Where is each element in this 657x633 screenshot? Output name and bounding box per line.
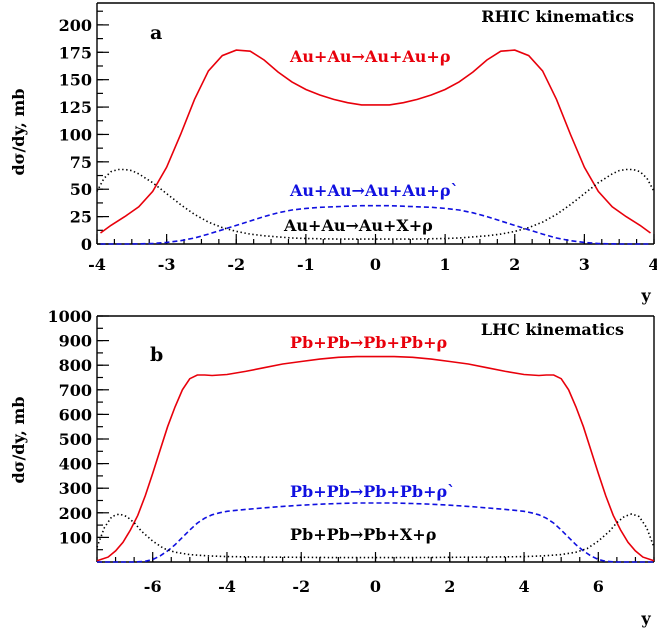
- panel-b-ticks: -6 -4 -2 0 2 4 6 100 200 300 400 500 600 700 800 900 100…: [47, 307, 655, 596]
- x-tick-label: 4: [648, 255, 657, 274]
- panel-b-kinematics-label: LHC kinematics: [481, 320, 624, 339]
- panel-a-x-axis-title: y: [640, 286, 651, 305]
- panel-a-series: [96, 49, 655, 245]
- x-tick-label: 3: [579, 255, 590, 274]
- series-line-a-1: [100, 204, 651, 245]
- y-tick-label: 25: [70, 208, 92, 227]
- panel-b-y-axis-title: dσ/dy, mb: [9, 396, 28, 483]
- panel-b-lhc: -6 -4 -2 0 2 4 6 100 200 300 400 500 600 700 800 900 100…: [9, 307, 655, 628]
- series-line-b-0: [96, 355, 655, 562]
- x-tick-label: -4: [218, 577, 236, 596]
- x-tick-label: 1: [440, 255, 451, 274]
- y-tick-label: 600: [59, 405, 92, 424]
- series-line-a-0: [100, 49, 651, 234]
- y-tick-label: 0: [81, 235, 92, 254]
- x-tick-label: -2: [292, 577, 310, 596]
- y-tick-label: 400: [59, 455, 92, 474]
- y-tick-label: 200: [59, 16, 92, 35]
- y-tick-label: 500: [59, 430, 92, 449]
- panel-a-ticks: -4 -3 -2 -1 0 1 2 3 4 0 25 50 75 100 125 150 175 200: [59, 10, 657, 274]
- panel-b-label-excited: Pb+Pb→Pb+Pb+ρ`: [290, 482, 455, 501]
- series-line-b-1: [97, 502, 654, 563]
- panel-a-y-axis-title: dσ/dy, mb: [9, 88, 28, 175]
- y-tick-label: 300: [59, 479, 92, 498]
- panel-a-letter: a: [150, 22, 162, 44]
- panel-a-label-coherent: Au+Au→Au+Au+ρ: [289, 47, 450, 66]
- x-tick-label: 0: [370, 255, 381, 274]
- x-tick-label: 6: [593, 577, 604, 596]
- y-tick-label: 800: [59, 356, 92, 375]
- y-tick-label: 1000: [47, 307, 92, 326]
- x-tick-label: -3: [158, 255, 176, 274]
- x-tick-label: 2: [444, 577, 455, 596]
- panel-a-kinematics-label: RHIC kinematics: [481, 7, 634, 26]
- panel-b-series: [96, 355, 655, 563]
- panel-b-label-incoherent: Pb+Pb→Pb+X+ρ: [290, 525, 436, 544]
- panel-a-rhic: -4 -3 -2 -1 0 1 2 3 4 0 25 50 75 100 125 150 175 200 dσ/d…: [9, 2, 657, 305]
- y-tick-label: 150: [59, 71, 92, 90]
- y-tick-label: 200: [59, 504, 92, 523]
- x-tick-label: 2: [509, 255, 520, 274]
- panel-b-x-axis-title: y: [640, 609, 651, 628]
- panel-a-label-incoherent: Au+Au→Au+X+ρ: [283, 216, 433, 235]
- y-tick-label: 75: [70, 153, 92, 172]
- y-tick-label: 100: [59, 528, 92, 547]
- y-tick-label: 125: [59, 98, 92, 117]
- x-tick-label: -1: [297, 255, 315, 274]
- x-tick-label: -2: [227, 255, 245, 274]
- y-tick-label: 900: [59, 332, 92, 351]
- y-tick-label: 100: [59, 125, 92, 144]
- x-tick-label: -6: [144, 577, 162, 596]
- panel-a-label-excited: Au+Au→Au+Au+ρ`: [289, 181, 458, 200]
- panel-b-label-coherent: Pb+Pb→Pb+Pb+ρ: [290, 333, 447, 352]
- series-line-b-2: [96, 513, 655, 559]
- series-line-a-2: [96, 168, 655, 240]
- y-tick-label: 50: [70, 180, 92, 199]
- panel-b-letter: b: [150, 344, 163, 366]
- x-tick-label: 0: [370, 577, 381, 596]
- x-tick-label: -4: [88, 255, 106, 274]
- x-tick-label: 4: [518, 577, 529, 596]
- y-tick-label: 700: [59, 381, 92, 400]
- y-tick-label: 175: [59, 43, 92, 62]
